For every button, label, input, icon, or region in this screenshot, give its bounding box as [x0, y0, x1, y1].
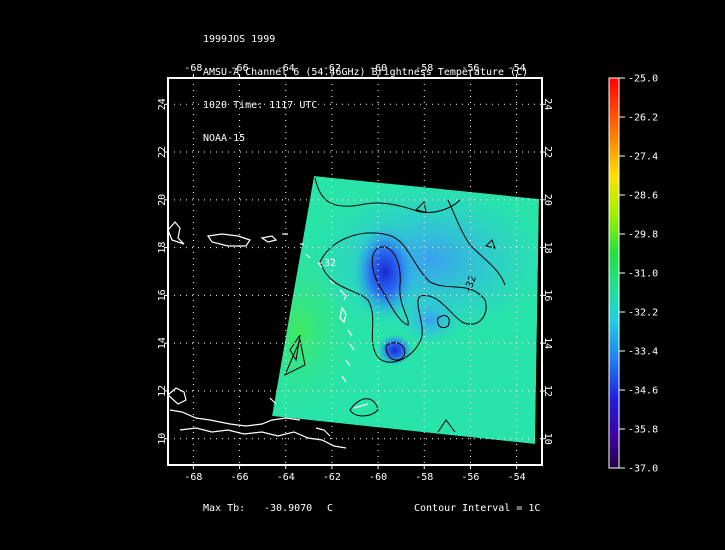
- coastlines: [167, 221, 369, 449]
- lon-tick-label-top: -60: [369, 63, 387, 74]
- lon-tick-label-bottom: -66: [231, 472, 249, 483]
- lat-tick-label-right: 20: [542, 194, 553, 206]
- header-subtitle: AMSU-A Channel 6 (54.46GHz) Brightness T…: [203, 67, 529, 78]
- max-tb-label: Max Tb:: [203, 503, 246, 514]
- colorbar-tick-label: -26.2: [628, 113, 658, 124]
- contour-label-1: -32: [318, 258, 336, 269]
- lon-tick-label-top: -62: [323, 63, 341, 74]
- max-tb-value: -30.9070: [264, 503, 313, 514]
- colorbar-tick-label: -34.6: [628, 386, 658, 397]
- colorbar-tick-label: -33.4: [628, 347, 658, 358]
- lon-tick-label-bottom: -68: [184, 472, 202, 483]
- lon-tick-label-top: -56: [461, 63, 479, 74]
- colorbar: [608, 77, 620, 469]
- lon-tick-label-bottom: -54: [508, 472, 526, 483]
- lon-tick-label-bottom: -62: [323, 472, 341, 483]
- map-frame: [167, 77, 543, 466]
- colorbar-tick-label: -27.4: [628, 152, 658, 163]
- lon-tick-label-bottom: -60: [369, 472, 387, 483]
- lon-tick-label-top: -64: [277, 63, 295, 74]
- lon-tick-label-top: -66: [231, 63, 249, 74]
- map-header: 1999JOS 1999 AMSU-A Channel 6 (54.46GHz)…: [203, 12, 528, 155]
- lat-tick-label-right: 22: [542, 146, 553, 158]
- lat-tick-label-left: 18: [157, 242, 168, 254]
- colorbar-tick-label: -29.8: [628, 230, 658, 241]
- lat-tick-label-left: 10: [157, 433, 168, 445]
- colorbar-tick-label: -37.0: [628, 464, 658, 475]
- lat-tick-label-right: 16: [542, 289, 553, 301]
- contour-lines: [284, 177, 506, 433]
- lon-tick-label-top: -58: [415, 63, 433, 74]
- lat-tick-label-right: 14: [542, 337, 553, 349]
- header-title: 1999JOS 1999: [203, 34, 276, 45]
- lat-tick-label-left: 12: [157, 385, 168, 397]
- lat-tick-label-right: 10: [542, 433, 553, 445]
- header-time: 1020 Time: 1117 UTC: [203, 100, 318, 111]
- lon-tick-label-top: -54: [508, 63, 526, 74]
- colorbar-tick-label: -25.0: [628, 74, 658, 85]
- lon-tick-label-bottom: -56: [461, 472, 479, 483]
- graticule: [168, 78, 542, 465]
- contour-interval: Contour Interval = 1C: [414, 503, 541, 514]
- lat-tick-label-right: 18: [542, 242, 553, 254]
- lon-tick-label-bottom: -64: [277, 472, 295, 483]
- swath: [272, 176, 539, 444]
- lat-tick-label-left: 16: [157, 289, 168, 301]
- colorbar-tick-label: -32.2: [628, 308, 658, 319]
- lat-tick-label-left: 14: [157, 337, 168, 349]
- lon-tick-label-bottom: -58: [415, 472, 433, 483]
- colorbar-tick-label: -31.0: [628, 269, 658, 280]
- lat-tick-label-left: 22: [157, 146, 168, 158]
- colorbar-tick-label: -35.8: [628, 425, 658, 436]
- lat-tick-label-left: 20: [157, 194, 168, 206]
- lat-tick-label-left: 24: [157, 98, 168, 110]
- lat-tick-label-right: 12: [542, 385, 553, 397]
- axis-ticks: -68 -68 -66 -66 -64 -64 -62 -62 -60 -60 -58 -58 -56 -…: [157, 63, 553, 483]
- colorbar-tick-label: -28.6: [628, 191, 658, 202]
- colorbar-ticks: -25.0 -26.2 -27.4 -28.6 -29.8 -31.0 -32.2 -33.4…: [619, 74, 658, 475]
- lon-tick-label-top: -68: [184, 63, 202, 74]
- max-tb-unit: C: [327, 503, 334, 514]
- lat-tick-label-right: 24: [542, 98, 553, 110]
- header-satellite: NOAA-15: [203, 133, 246, 144]
